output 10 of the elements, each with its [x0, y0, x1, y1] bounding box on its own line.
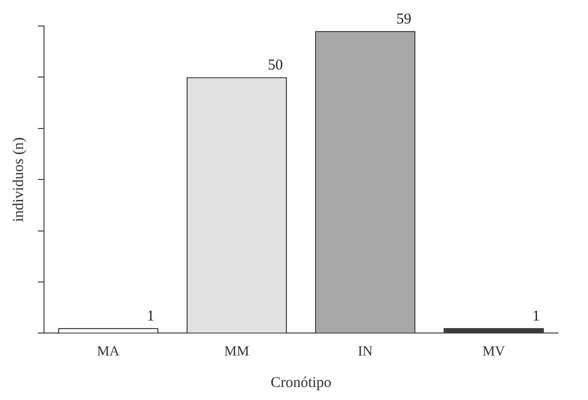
- data-label: 50: [268, 58, 283, 74]
- x-tick-label: MA: [96, 344, 120, 360]
- y-axis-title: individuos (n): [10, 137, 27, 222]
- x-axis-title: Cronótipo: [270, 374, 332, 391]
- data-label: 1: [146, 308, 154, 325]
- data-label: 59: [396, 12, 412, 28]
- data-label: 1: [532, 308, 540, 325]
- x-tick-label: MM: [224, 344, 250, 360]
- x-tick-label: MV: [482, 344, 506, 360]
- x-tick-label: IN: [358, 344, 373, 360]
